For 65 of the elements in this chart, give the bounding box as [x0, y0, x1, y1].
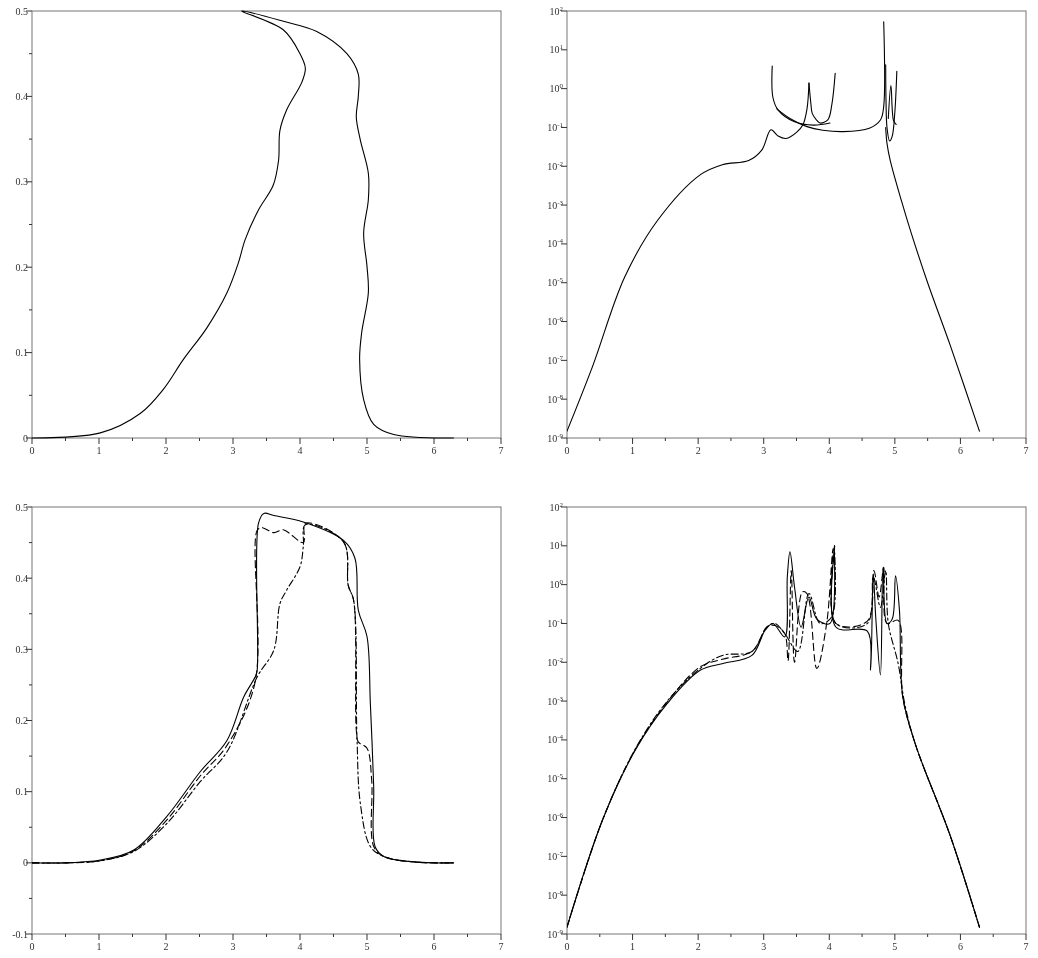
x-tick-label: 3 [230, 941, 236, 952]
y-tick-label: 10$^{-7}$ [547, 849, 564, 862]
x-tick-label: 2 [695, 941, 701, 952]
y-tick-label: 10$^{-4}$ [547, 733, 564, 746]
x-tick-label: 3 [230, 445, 236, 456]
y-tick-label: 10$^{-9}$ [547, 431, 564, 444]
y-tick-label: 10$^{-4}$ [547, 237, 564, 250]
y-tick-label: 0 [23, 432, 28, 444]
y-tick-label: 0 [23, 857, 28, 869]
x-tick-label: 4 [826, 445, 832, 456]
y-tick-label: 10$^{-6}$ [547, 315, 564, 328]
y-tick-label: 10$^{-1}$ [547, 120, 564, 133]
y-tick-label: 10$^{0}$ [549, 82, 564, 95]
x-tick-label: 7 [498, 445, 504, 456]
y-tick-label: 0.1 [15, 347, 28, 359]
y-tick-label: 10$^{-2}$ [547, 655, 564, 668]
x-tick-label: 5 [364, 941, 370, 952]
x-tick-label: 3 [761, 941, 767, 952]
x-tick-label: 4 [297, 941, 303, 952]
x-tick-label: 5 [364, 445, 370, 456]
y-tick-label: 0.3 [15, 643, 28, 655]
y-tick-label: 10$^{-3}$ [547, 694, 564, 707]
x-tick-label: 2 [163, 941, 169, 952]
x-tick-label: 4 [826, 941, 832, 952]
x-tick-label: 3 [761, 445, 767, 456]
y-tick-label: 10$^{2}$ [549, 4, 564, 17]
y-tick-label: 10$^{-2}$ [547, 159, 564, 172]
y-tick-label: 10$^{-5}$ [547, 276, 564, 289]
y-tick-label: 0.4 [15, 572, 28, 584]
x-tick-label: 6 [431, 941, 437, 952]
x-tick-label: 1 [630, 445, 636, 456]
y-tick-label: 10$^{1}$ [549, 43, 564, 56]
y-tick-label: 0.5 [15, 5, 28, 17]
x-tick-label: 7 [498, 941, 504, 952]
y-tick-label: 10$^{-1}$ [547, 616, 564, 629]
y-tick-label: 10$^{-8}$ [547, 392, 564, 405]
x-tick-label: 1 [630, 941, 636, 952]
x-tick-label: 2 [695, 445, 701, 456]
x-tick-label: 1 [96, 445, 102, 456]
y-tick-label: 10$^{-8}$ [547, 888, 564, 901]
x-tick-label: 5 [892, 941, 898, 952]
x-tick-label: 7 [1023, 941, 1029, 952]
y-tick-label: 10$^{-3}$ [547, 198, 564, 211]
x-tick-label: 6 [431, 445, 437, 456]
y-tick-label: 10$^{0}$ [549, 578, 564, 591]
x-tick-label: 7 [1023, 445, 1029, 456]
y-tick-label: 0.1 [15, 786, 28, 798]
x-tick-label: 6 [957, 445, 963, 456]
y-tick-label: 0.3 [15, 176, 28, 188]
x-tick-label: 5 [892, 445, 898, 456]
y-tick-label: 10$^{-7}$ [547, 353, 564, 366]
y-tick-label: 10$^{1}$ [549, 539, 564, 552]
x-tick-label: 4 [297, 445, 303, 456]
x-tick-label: 1 [96, 941, 102, 952]
y-tick-label: 10$^{2}$ [549, 500, 564, 513]
y-tick-label: 0.5 [15, 501, 28, 513]
x-tick-label: 6 [957, 941, 963, 952]
y-tick-label: 0.2 [15, 715, 28, 726]
y-tick-label: 0.4 [15, 90, 28, 102]
x-tick-label: 2 [163, 445, 169, 456]
y-tick-label: 0.2 [15, 261, 28, 273]
y-tick-label: 10$^{-6}$ [547, 811, 564, 824]
y-tick-label: 10$^{-9}$ [547, 927, 564, 940]
y-tick-label: 10$^{-5}$ [547, 772, 564, 785]
y-tick-label: -0.1 [12, 928, 28, 940]
